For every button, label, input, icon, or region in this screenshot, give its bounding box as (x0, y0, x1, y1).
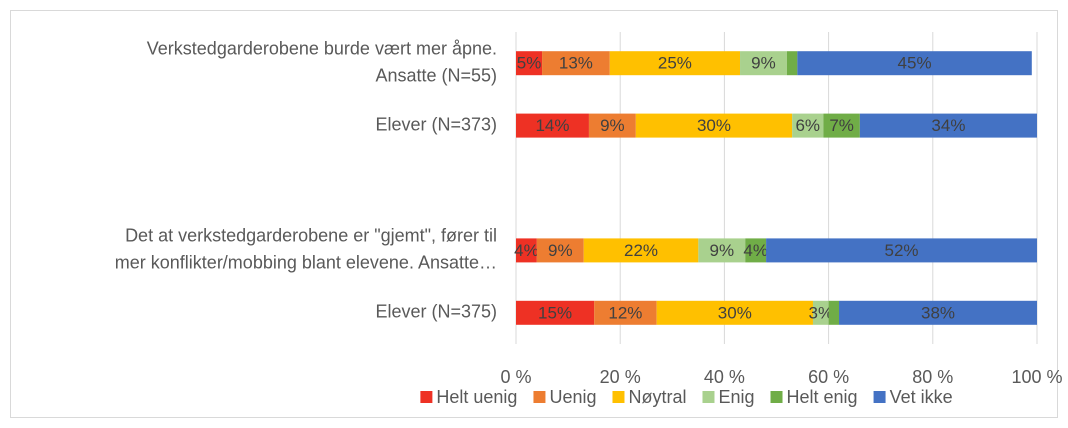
bar-segment (859, 113, 1037, 138)
bar-segment (786, 51, 798, 76)
x-tick-label: 40 % (704, 367, 745, 387)
bar-segment (839, 300, 1037, 325)
data-label: 30% (718, 303, 752, 322)
category-label: Elever (N=373) (375, 114, 497, 134)
bar-segment (828, 300, 840, 325)
x-tick-label: 0 % (500, 367, 531, 387)
category-label: Det at verkstedgarderobene er "gjemt", f… (125, 226, 497, 246)
bar-segment (609, 51, 741, 76)
legend-label: Nøytral (628, 387, 686, 407)
data-label: 9% (710, 241, 735, 260)
legend-swatch (770, 391, 783, 403)
bar-segment (542, 51, 610, 76)
data-label: 9% (548, 241, 573, 260)
data-label: 15% (538, 303, 572, 322)
data-label: 38% (921, 303, 955, 322)
data-label: 34% (931, 116, 965, 135)
data-label: 45% (898, 54, 932, 73)
bar-segment (588, 113, 636, 138)
legend-swatch (612, 391, 625, 403)
bar-segment (516, 51, 543, 76)
bar-segment (656, 300, 813, 325)
bar-segment (792, 113, 824, 138)
bar-segment (740, 51, 787, 76)
bar-segment (766, 238, 1037, 263)
bar-segment (583, 238, 699, 263)
category-label: Verkstedgarderobene burde vært mer åpne. (147, 38, 497, 58)
bar-segment (823, 113, 860, 138)
bar-segment (812, 300, 829, 325)
data-label: 3% (808, 303, 833, 322)
bar-segment (516, 238, 537, 263)
data-label: 9% (751, 54, 776, 73)
bar-segment (516, 300, 595, 325)
category-label: mer konflikter/mobbing blant elevene. An… (115, 253, 497, 273)
legend-swatch (873, 391, 886, 403)
bar-segment (536, 238, 584, 263)
data-label: 5% (517, 54, 542, 73)
data-label: 6% (795, 116, 820, 135)
data-label: 22% (624, 241, 658, 260)
legend-swatch (420, 391, 433, 403)
legend-swatch (702, 391, 715, 403)
x-tick-label: 60 % (808, 367, 849, 387)
category-label: Elever (N=375) (375, 302, 497, 322)
data-label: 7% (829, 116, 854, 135)
legend-label: Helt uenig (436, 387, 517, 407)
bar-segment (516, 113, 589, 138)
x-tick-label: 20 % (600, 367, 641, 387)
bar-segment (698, 238, 746, 263)
legend-label: Enig (718, 387, 754, 407)
chart-frame (10, 10, 1058, 418)
x-tick-label: 80 % (912, 367, 953, 387)
data-label: 13% (559, 54, 593, 73)
data-label: 4% (514, 241, 539, 260)
bar-segment (797, 51, 1032, 76)
data-label: 52% (885, 241, 919, 260)
category-label: Ansatte (N=55) (375, 65, 497, 85)
legend-label: Uenig (549, 387, 596, 407)
data-label: 25% (658, 54, 692, 73)
data-label: 9% (600, 116, 625, 135)
bar-segment (745, 238, 767, 263)
data-label: 14% (535, 116, 569, 135)
x-tick-label: 100 % (1011, 367, 1062, 387)
legend-label: Helt enig (787, 387, 858, 407)
data-label: 4% (743, 241, 768, 260)
legend-swatch (533, 391, 546, 403)
data-label: 30% (697, 116, 731, 135)
data-label: 12% (608, 303, 642, 322)
bar-segment (635, 113, 793, 138)
legend-label: Vet ikke (890, 387, 953, 407)
bar-segment (594, 300, 657, 325)
